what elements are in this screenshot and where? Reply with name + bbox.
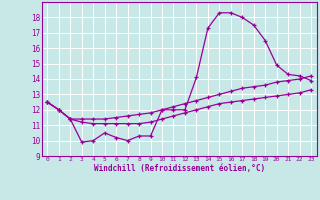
X-axis label: Windchill (Refroidissement éolien,°C): Windchill (Refroidissement éolien,°C) [94,164,265,173]
